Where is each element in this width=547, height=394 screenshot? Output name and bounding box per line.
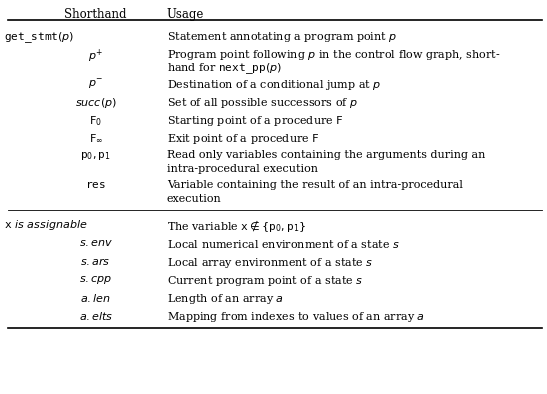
Text: $\mathrm{F}_{\infty}$: $\mathrm{F}_{\infty}$ bbox=[89, 132, 103, 144]
Text: $\mathtt{get\_stmt}(p)$: $\mathtt{get\_stmt}(p)$ bbox=[4, 30, 75, 45]
Text: Mapping from indexes to values of an array $a$: Mapping from indexes to values of an arr… bbox=[167, 310, 425, 324]
Text: $\mathtt{res}$: $\mathtt{res}$ bbox=[85, 180, 106, 190]
Text: Local numerical environment of a state $s$: Local numerical environment of a state $… bbox=[167, 238, 400, 250]
Text: $p^{-}$: $p^{-}$ bbox=[88, 78, 103, 91]
Text: $\mathtt{x}$ $\mathit{is\ assignable}$: $\mathtt{x}$ $\mathit{is\ assignable}$ bbox=[4, 218, 88, 232]
Text: $s.\mathit{ars}$: $s.\mathit{ars}$ bbox=[80, 256, 111, 267]
Text: The variable $\mathtt{x} \notin \{\mathtt{p}_0, \mathtt{p}_1\}$: The variable $\mathtt{x} \notin \{\matht… bbox=[167, 218, 306, 234]
Text: Variable containing the result of an intra-procedural: Variable containing the result of an int… bbox=[167, 180, 463, 190]
Text: Exit point of a procedure $\mathtt{F}$: Exit point of a procedure $\mathtt{F}$ bbox=[167, 132, 319, 146]
Text: Starting point of a procedure $\mathtt{F}$: Starting point of a procedure $\mathtt{F… bbox=[167, 114, 344, 128]
Text: $a.\mathit{elts}$: $a.\mathit{elts}$ bbox=[79, 310, 113, 322]
Text: execution: execution bbox=[167, 193, 222, 203]
Text: $\mathtt{p}_0, \mathtt{p}_1$: $\mathtt{p}_0, \mathtt{p}_1$ bbox=[80, 150, 111, 162]
Text: $a.\mathit{len}$: $a.\mathit{len}$ bbox=[80, 292, 111, 304]
Text: Current program point of a state $s$: Current program point of a state $s$ bbox=[167, 274, 363, 288]
Text: Usage: Usage bbox=[167, 8, 204, 21]
Text: Statement annotating a program point $p$: Statement annotating a program point $p$ bbox=[167, 30, 397, 44]
Text: intra-procedural execution: intra-procedural execution bbox=[167, 164, 318, 173]
Text: $s.\mathit{env}$: $s.\mathit{env}$ bbox=[79, 238, 113, 248]
Text: $\mathit{succ}(p)$: $\mathit{succ}(p)$ bbox=[75, 96, 117, 110]
Text: Local array environment of a state $s$: Local array environment of a state $s$ bbox=[167, 256, 373, 270]
Text: Length of an array $a$: Length of an array $a$ bbox=[167, 292, 284, 306]
Text: Shorthand: Shorthand bbox=[65, 8, 127, 21]
Text: Destination of a conditional jump at $p$: Destination of a conditional jump at $p$ bbox=[167, 78, 381, 92]
Text: $p^{+}$: $p^{+}$ bbox=[88, 48, 103, 65]
Text: hand for $\mathtt{next\_pp}(p)$: hand for $\mathtt{next\_pp}(p)$ bbox=[167, 61, 282, 76]
Text: Program point following $p$ in the control flow graph, short-: Program point following $p$ in the contr… bbox=[167, 48, 501, 62]
Text: $\mathrm{F}_0$: $\mathrm{F}_0$ bbox=[89, 114, 102, 128]
Text: Set of all possible successors of $p$: Set of all possible successors of $p$ bbox=[167, 96, 358, 110]
Text: Read only variables containing the arguments during an: Read only variables containing the argum… bbox=[167, 150, 485, 160]
Text: $s.\mathit{cpp}$: $s.\mathit{cpp}$ bbox=[79, 274, 112, 286]
